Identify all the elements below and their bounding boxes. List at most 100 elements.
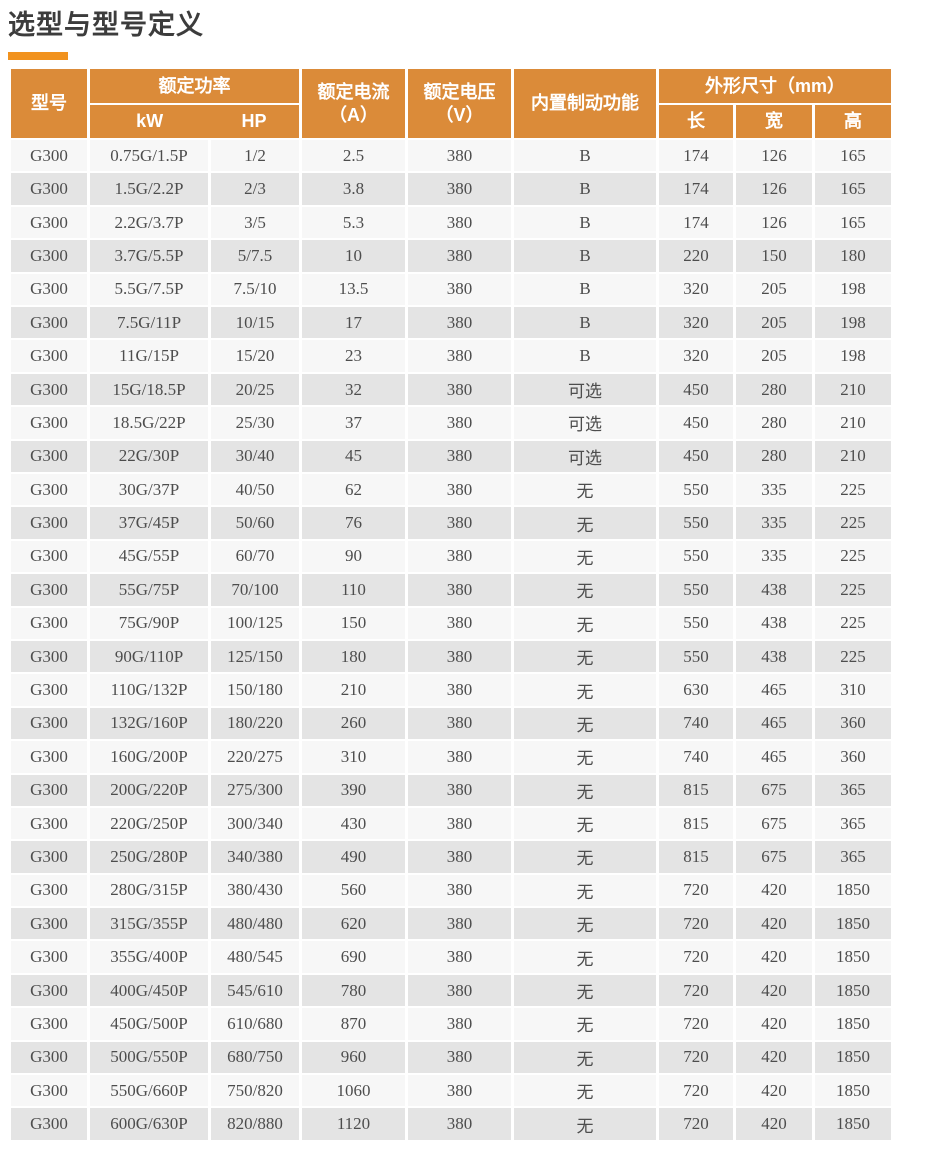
- cell-power-kw: 355G/400P: [90, 941, 208, 973]
- cell-dim-length: 720: [659, 1108, 733, 1140]
- cell-dim-height: 225: [815, 574, 891, 606]
- cell-dim-length: 550: [659, 607, 733, 639]
- cell-model: G300: [11, 507, 87, 539]
- title-accent-bar: [8, 52, 68, 61]
- cell-power-kw: 7.5G/11P: [90, 307, 208, 339]
- cell-brake: 无: [514, 507, 656, 539]
- cell-model: G300: [11, 273, 87, 306]
- cell-power-kw: 90G/110P: [90, 640, 208, 673]
- cell-dim-length: 320: [659, 340, 733, 372]
- cell-dim-height: 225: [815, 507, 891, 539]
- table-header: 型号 额定功率 额定电流 （A） 额定电压 （V） 内置制动功能 外形尺寸（mm…: [11, 69, 891, 139]
- table-row: G300 5.5G/7.5P 7.5/10 13.5 380 B 320 205 198: [11, 273, 891, 306]
- cell-brake: B: [514, 273, 656, 306]
- cell-rated-voltage: 380: [408, 507, 511, 539]
- col-header-rated-current: 额定电流 （A）: [302, 69, 405, 139]
- table-row: G300 400G/450P 545/610 780 380 无 720 420 1850: [11, 974, 891, 1007]
- cell-power-kw: 11G/15P: [90, 340, 208, 372]
- cell-rated-current: 310: [302, 741, 405, 773]
- table-row: G300 7.5G/11P 10/15 17 380 B 320 205 198: [11, 307, 891, 339]
- cell-brake: 无: [514, 674, 656, 706]
- cell-rated-current: 1060: [302, 1075, 405, 1107]
- table-row: G300 220G/250P 300/340 430 380 无 815 675 365: [11, 807, 891, 840]
- cell-dim-width: 420: [736, 941, 812, 973]
- cell-rated-voltage: 380: [408, 707, 511, 740]
- cell-power-kw: 200G/220P: [90, 774, 208, 806]
- cell-rated-voltage: 380: [408, 407, 511, 439]
- cell-model: G300: [11, 206, 87, 239]
- cell-dim-width: 126: [736, 206, 812, 239]
- table-row: G300 3.7G/5.5P 5/7.5 10 380 B 220 150 180: [11, 240, 891, 272]
- cell-brake: 无: [514, 1008, 656, 1040]
- cell-dim-length: 320: [659, 307, 733, 339]
- cell-power-hp: 750/820: [211, 1075, 299, 1107]
- cell-rated-voltage: 380: [408, 841, 511, 873]
- col-header-kw: kW: [136, 111, 164, 132]
- cell-model: G300: [11, 1108, 87, 1140]
- cell-brake: 无: [514, 707, 656, 740]
- col-header-hp: HP: [241, 111, 267, 132]
- cell-rated-voltage: 380: [408, 807, 511, 840]
- cell-rated-current: 110: [302, 574, 405, 606]
- cell-brake: 无: [514, 1108, 656, 1140]
- cell-dim-width: 438: [736, 640, 812, 673]
- cell-power-kw: 315G/355P: [90, 908, 208, 940]
- table-row: G300 45G/55P 60/70 90 380 无 550 335 225: [11, 540, 891, 573]
- cell-brake: 无: [514, 607, 656, 639]
- cell-dim-width: 205: [736, 273, 812, 306]
- cell-dim-width: 675: [736, 807, 812, 840]
- cell-rated-current: 62: [302, 474, 405, 506]
- cell-rated-voltage: 380: [408, 307, 511, 339]
- cell-power-hp: 50/60: [211, 507, 299, 539]
- cell-dim-length: 450: [659, 407, 733, 439]
- cell-dim-width: 420: [736, 1075, 812, 1107]
- cell-dim-height: 198: [815, 307, 891, 339]
- cell-rated-current: 10: [302, 240, 405, 272]
- cell-dim-width: 465: [736, 741, 812, 773]
- cell-rated-voltage: 380: [408, 273, 511, 306]
- cell-power-kw: 450G/500P: [90, 1008, 208, 1040]
- cell-power-hp: 100/125: [211, 607, 299, 639]
- cell-rated-voltage: 380: [408, 474, 511, 506]
- table-row: G300 250G/280P 340/380 490 380 无 815 675 365: [11, 841, 891, 873]
- cell-power-kw: 2.2G/3.7P: [90, 206, 208, 239]
- cell-brake: 无: [514, 941, 656, 973]
- cell-dim-width: 438: [736, 607, 812, 639]
- cell-dim-width: 420: [736, 908, 812, 940]
- cell-dim-height: 225: [815, 474, 891, 506]
- cell-model: G300: [11, 607, 87, 639]
- cell-dim-length: 630: [659, 674, 733, 706]
- cell-power-hp: 70/100: [211, 574, 299, 606]
- cell-dim-height: 198: [815, 340, 891, 372]
- cell-power-kw: 160G/200P: [90, 741, 208, 773]
- cell-model: G300: [11, 1008, 87, 1040]
- cell-model: G300: [11, 774, 87, 806]
- cell-power-hp: 125/150: [211, 640, 299, 673]
- cell-dim-length: 550: [659, 474, 733, 506]
- cell-dim-length: 550: [659, 540, 733, 573]
- cell-power-hp: 20/25: [211, 373, 299, 406]
- cell-model: G300: [11, 941, 87, 973]
- cell-brake: 无: [514, 841, 656, 873]
- cell-power-kw: 0.75G/1.5P: [90, 140, 208, 172]
- cell-model: G300: [11, 640, 87, 673]
- cell-power-kw: 30G/37P: [90, 474, 208, 506]
- cell-rated-voltage: 380: [408, 674, 511, 706]
- cell-rated-voltage: 380: [408, 941, 511, 973]
- cell-rated-current: 210: [302, 674, 405, 706]
- cell-dim-length: 720: [659, 1075, 733, 1107]
- cell-power-hp: 40/50: [211, 474, 299, 506]
- table-row: G300 30G/37P 40/50 62 380 无 550 335 225: [11, 474, 891, 506]
- cell-power-kw: 37G/45P: [90, 507, 208, 539]
- cell-dim-length: 740: [659, 707, 733, 740]
- cell-power-hp: 220/275: [211, 741, 299, 773]
- cell-dim-height: 310: [815, 674, 891, 706]
- cell-dim-width: 335: [736, 540, 812, 573]
- cell-dim-length: 174: [659, 173, 733, 205]
- cell-model: G300: [11, 440, 87, 472]
- cell-dim-width: 280: [736, 440, 812, 472]
- cell-power-hp: 340/380: [211, 841, 299, 873]
- cell-power-kw: 22G/30P: [90, 440, 208, 472]
- cell-power-kw: 110G/132P: [90, 674, 208, 706]
- cell-model: G300: [11, 307, 87, 339]
